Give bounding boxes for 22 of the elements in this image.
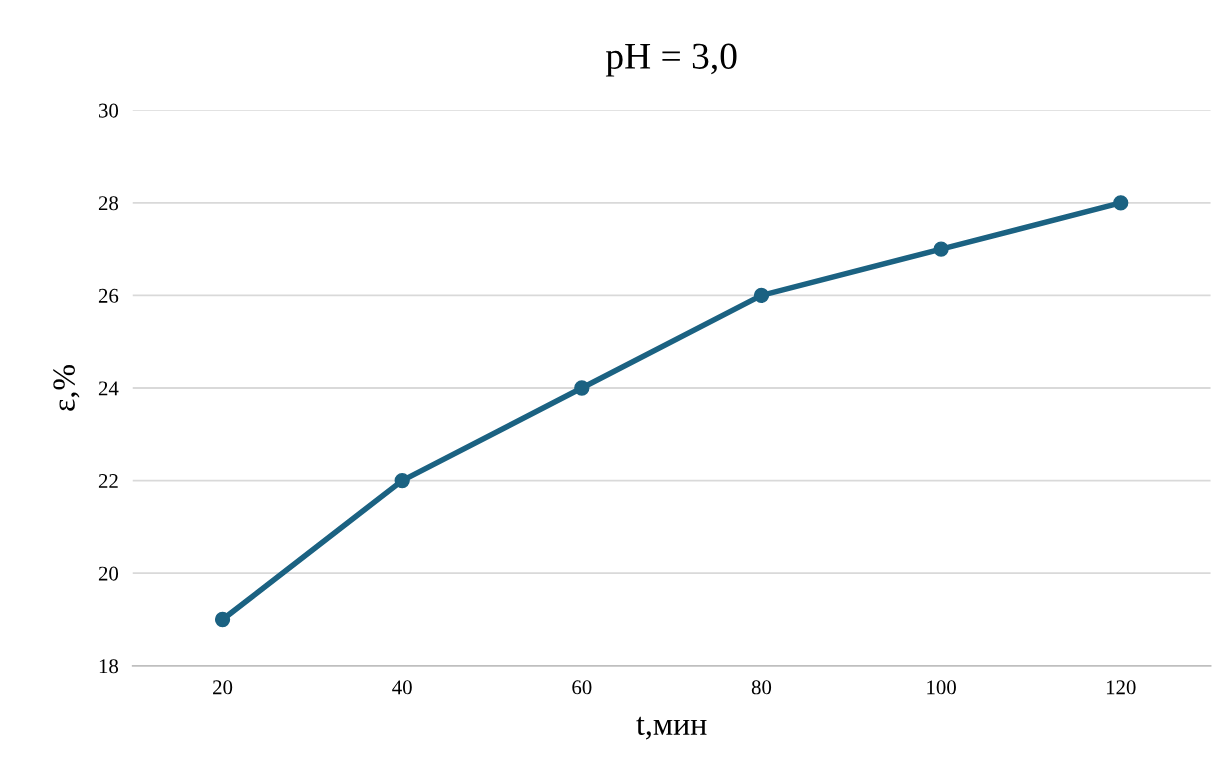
point: [933, 241, 949, 257]
point: [574, 380, 590, 396]
x-tick-label: 100: [927, 680, 956, 695]
x-tick-label: 20: [213, 680, 233, 695]
y-tick-label: 22: [98, 474, 118, 488]
point: [394, 472, 410, 489]
point: [1113, 195, 1129, 211]
x-tick-label: 120: [1106, 680, 1136, 695]
y-tick-label: 18: [99, 659, 119, 674]
y-tick-label: 24: [98, 381, 119, 396]
x-axis-title: t,мин: [636, 716, 707, 740]
y-tick-label: 26: [98, 288, 119, 303]
x-tick-label: 60: [572, 680, 592, 695]
point: [753, 287, 770, 304]
x-tick-label: 80: [751, 680, 772, 695]
y-axis-title: ε,%: [53, 365, 80, 411]
chart-title: pH = 3,0: [605, 43, 737, 77]
y-tick-label: 30: [99, 103, 119, 118]
y-tick-label: 20: [98, 566, 119, 581]
x-tick-label: 40: [392, 680, 412, 695]
y-tick-label: 28: [98, 196, 119, 211]
point: [214, 611, 231, 628]
